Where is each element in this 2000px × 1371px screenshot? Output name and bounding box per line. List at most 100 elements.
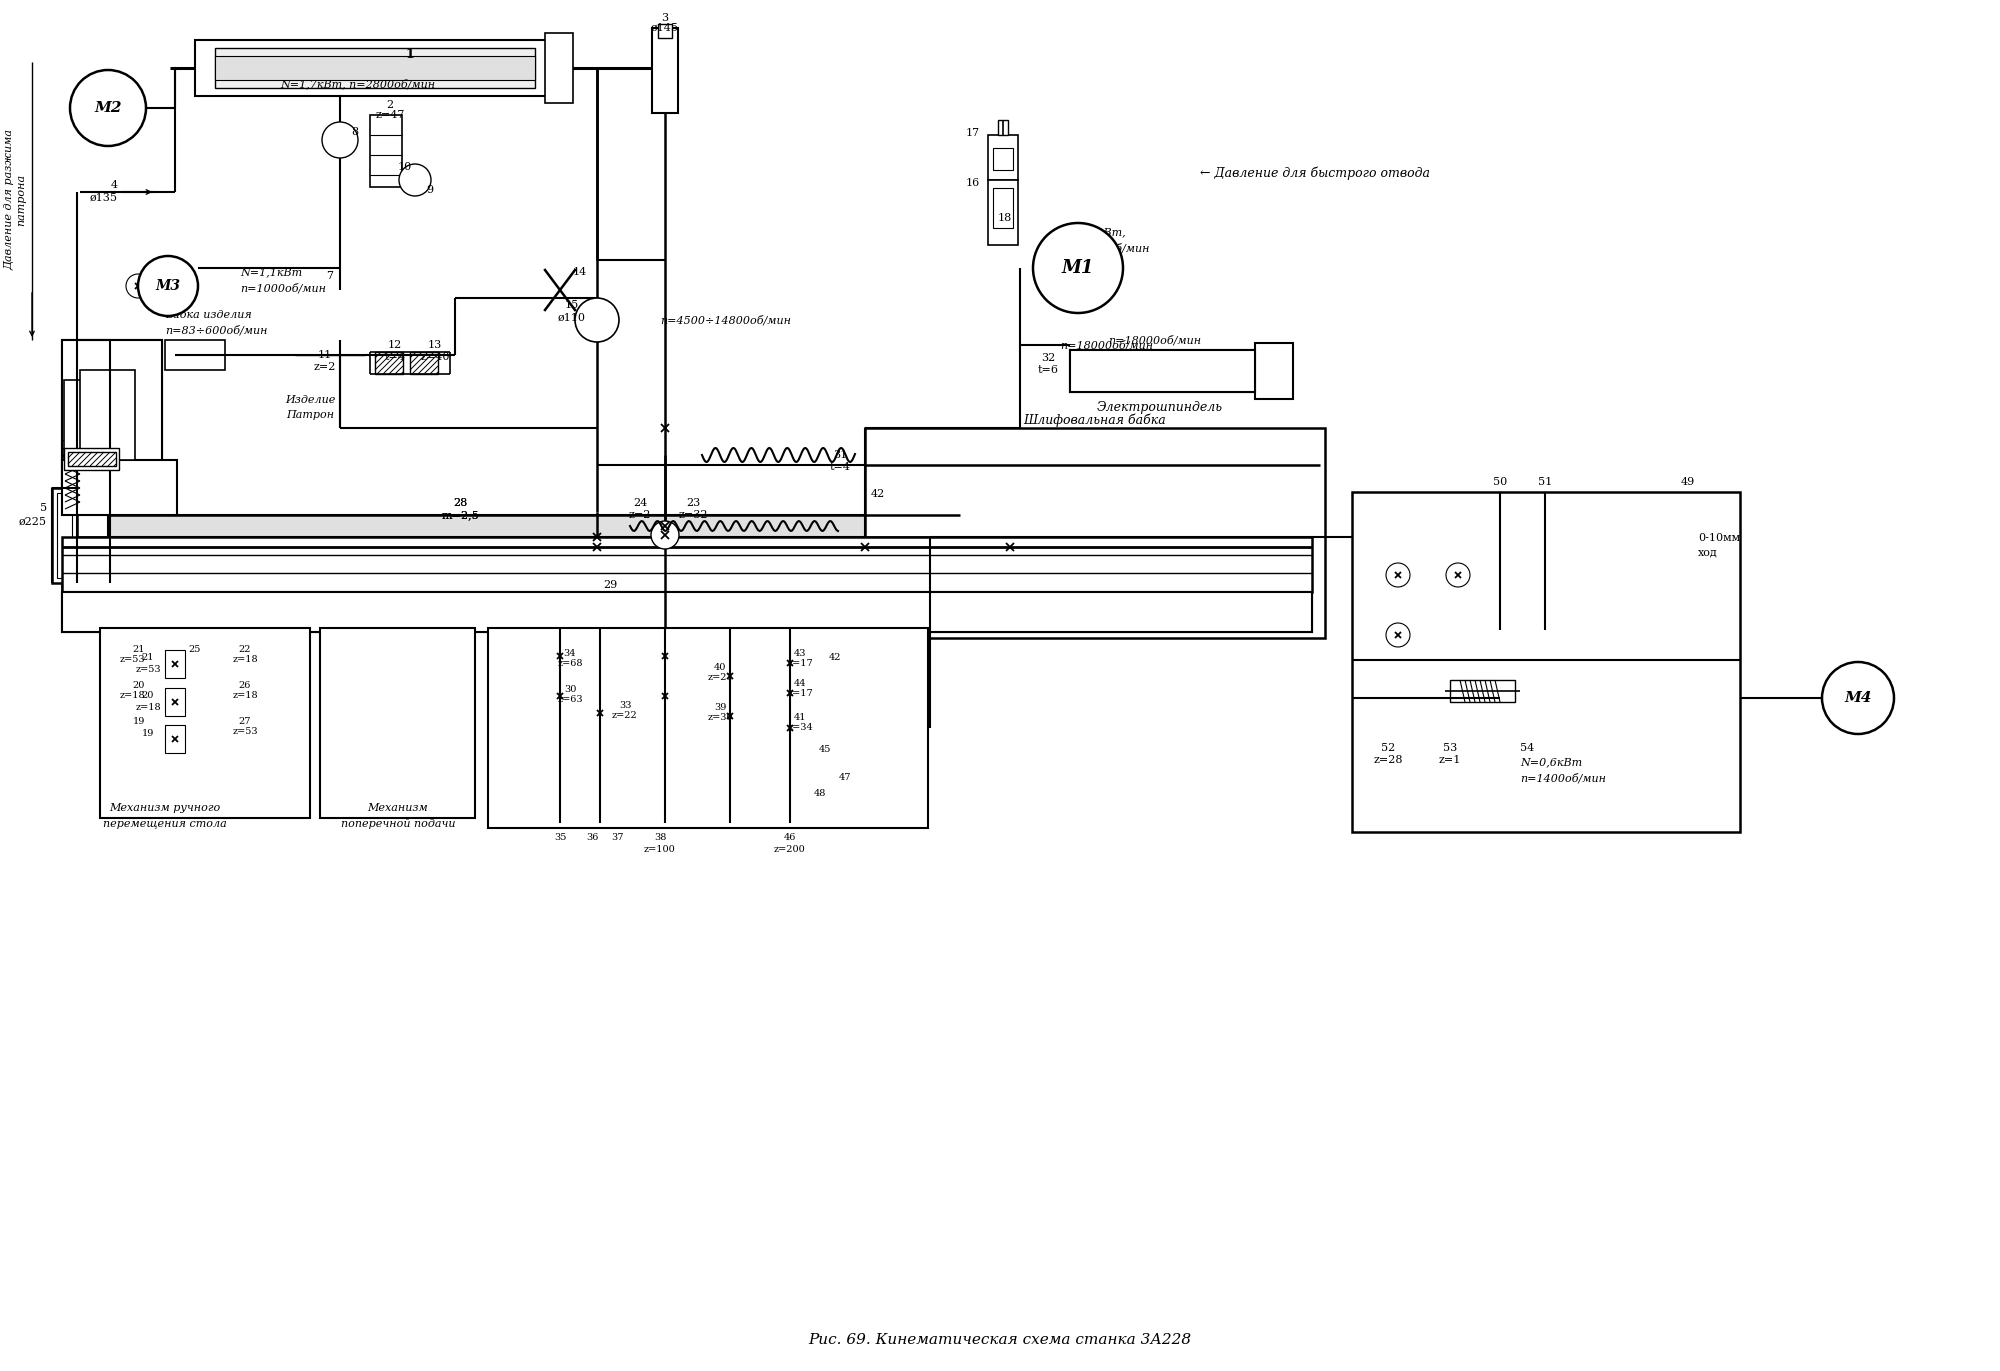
Text: n=1000об/мин: n=1000об/мин — [240, 282, 326, 293]
Bar — [64, 380, 84, 474]
Bar — [998, 121, 1008, 134]
Text: 22: 22 — [238, 646, 252, 654]
Text: 30: 30 — [564, 686, 576, 695]
Bar — [62, 340, 162, 500]
Bar — [864, 428, 1324, 638]
Circle shape — [1822, 662, 1894, 733]
Polygon shape — [108, 515, 980, 537]
Text: 16: 16 — [966, 178, 980, 188]
Text: 0-10мм: 0-10мм — [1698, 533, 1740, 543]
Text: 11: 11 — [318, 350, 332, 361]
Text: 37: 37 — [612, 834, 624, 843]
Text: 10: 10 — [398, 162, 412, 171]
Text: 18: 18 — [998, 213, 1012, 223]
Text: 43: 43 — [794, 648, 806, 658]
Text: 7: 7 — [326, 271, 334, 281]
Bar — [216, 56, 536, 80]
Bar — [320, 628, 476, 818]
Text: z=22: z=22 — [612, 712, 638, 721]
Text: z=18: z=18 — [232, 691, 258, 701]
Text: 24: 24 — [632, 498, 648, 509]
Text: М2: М2 — [94, 101, 122, 115]
Bar — [544, 33, 574, 103]
Text: 49: 49 — [1680, 477, 1696, 487]
Text: z=18: z=18 — [120, 691, 144, 701]
Text: 45: 45 — [818, 746, 832, 754]
Text: ход: ход — [1698, 547, 1718, 557]
Bar — [62, 537, 1312, 592]
Text: N=1,1кВт: N=1,1кВт — [240, 267, 302, 277]
Text: 53: 53 — [1442, 743, 1458, 753]
Text: 29: 29 — [602, 580, 618, 590]
Bar — [376, 352, 404, 374]
Text: 13: 13 — [428, 340, 442, 350]
Bar — [62, 537, 1312, 592]
Circle shape — [70, 70, 146, 145]
Text: 36: 36 — [586, 834, 598, 843]
Text: 52: 52 — [1380, 743, 1396, 753]
Text: 9: 9 — [426, 185, 434, 195]
Text: поперечной подачи: поперечной подачи — [340, 818, 456, 829]
Bar — [196, 40, 556, 96]
Text: Изделие: Изделие — [284, 395, 336, 404]
Text: n=1400об/мин: n=1400об/мин — [1520, 773, 1606, 783]
Text: ø145: ø145 — [652, 23, 680, 33]
Text: 3: 3 — [662, 12, 668, 23]
Text: z=30: z=30 — [708, 713, 732, 723]
Text: ø110: ø110 — [558, 313, 586, 324]
Bar — [164, 688, 184, 716]
Text: t=4: t=4 — [384, 352, 406, 362]
Text: 23: 23 — [686, 498, 700, 509]
Text: z=17: z=17 — [788, 688, 812, 698]
Text: z=53: z=53 — [232, 727, 258, 735]
Text: Механизм: Механизм — [368, 803, 428, 813]
Text: z=200: z=200 — [774, 846, 806, 854]
Circle shape — [126, 274, 150, 298]
Text: n=4500÷14800об/мин: n=4500÷14800об/мин — [660, 315, 792, 325]
Text: 14: 14 — [572, 267, 588, 277]
Circle shape — [400, 165, 432, 196]
Text: ø225: ø225 — [20, 517, 48, 526]
Bar — [1352, 492, 1740, 832]
Text: z=40: z=40 — [420, 352, 450, 362]
Text: z=28: z=28 — [1374, 755, 1402, 765]
Circle shape — [1386, 622, 1410, 647]
Bar — [62, 592, 1312, 632]
Text: 40: 40 — [714, 664, 726, 673]
Circle shape — [1038, 256, 1062, 280]
Text: z=2: z=2 — [628, 510, 652, 520]
Text: t=4: t=4 — [830, 462, 850, 472]
Text: N=4,5кВт,: N=4,5кВт, — [1060, 228, 1126, 237]
Text: 39: 39 — [714, 703, 726, 713]
Bar — [164, 725, 184, 753]
Text: 20: 20 — [132, 681, 144, 691]
Text: 28: 28 — [452, 498, 468, 509]
Bar — [62, 340, 162, 500]
Text: 28: 28 — [452, 498, 468, 509]
Text: z=2: z=2 — [314, 362, 336, 372]
Bar — [164, 340, 224, 370]
Text: 4: 4 — [110, 180, 118, 191]
Text: N=1,7кВт, n=2800об/мин: N=1,7кВт, n=2800об/мин — [280, 78, 436, 89]
Text: Рис. 69. Кинематическая схема станка 3А228: Рис. 69. Кинематическая схема станка 3А2… — [808, 1333, 1192, 1346]
Text: Бабка изделия: Бабка изделия — [164, 310, 252, 319]
Text: z=18: z=18 — [136, 703, 160, 713]
Text: 6: 6 — [138, 276, 144, 285]
Text: 21: 21 — [132, 646, 144, 654]
Text: п=83÷600об/мин: п=83÷600об/мин — [164, 325, 268, 336]
Text: 33: 33 — [618, 702, 632, 710]
Text: 2: 2 — [386, 100, 394, 110]
Bar — [992, 148, 1014, 170]
Text: z=47: z=47 — [376, 110, 404, 121]
Text: z=53: z=53 — [120, 655, 144, 665]
Text: z=1: z=1 — [1438, 755, 1462, 765]
Bar — [1450, 680, 1516, 702]
Text: z=17: z=17 — [788, 658, 812, 668]
Text: 48: 48 — [814, 788, 826, 798]
Bar — [652, 27, 678, 112]
Text: Механизм ручного: Механизм ручного — [110, 803, 220, 813]
Text: Шлифовальная бабка: Шлифовальная бабка — [1024, 413, 1166, 426]
Text: 25: 25 — [188, 646, 202, 654]
Text: z=21: z=21 — [708, 673, 732, 683]
Text: z=68: z=68 — [558, 658, 582, 668]
